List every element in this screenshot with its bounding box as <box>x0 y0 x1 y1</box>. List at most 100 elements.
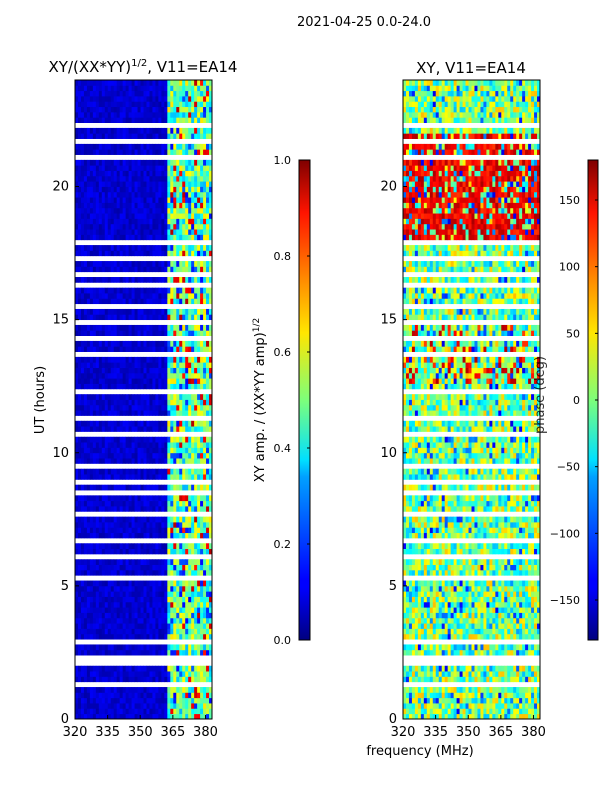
heatmap-cell <box>206 197 210 203</box>
heatmap-cell <box>471 697 475 704</box>
heatmap-cell <box>170 410 174 416</box>
heatmap-cell <box>110 644 115 651</box>
heatmap-cell <box>185 591 189 597</box>
heatmap-cell <box>89 175 94 182</box>
heatmap-cell <box>191 665 195 672</box>
heatmap-cell <box>176 367 180 374</box>
heatmap-cell <box>134 90 138 97</box>
heatmap-cell <box>182 447 186 454</box>
heatmap-cell <box>107 644 112 651</box>
heatmap-cell <box>146 314 150 321</box>
heatmap-cell <box>158 697 162 704</box>
heatmap-cell <box>107 117 112 123</box>
heatmap-cell <box>158 234 162 241</box>
heatmap-cell <box>191 644 195 651</box>
heatmap-cell <box>161 591 165 597</box>
heatmap-cell <box>164 356 168 363</box>
heatmap-cell <box>197 633 201 640</box>
heatmap-cell <box>89 628 94 635</box>
heatmap-cell <box>143 261 147 267</box>
heatmap-cell <box>149 644 153 651</box>
heatmap-cell <box>441 633 446 640</box>
heatmap-cell <box>86 218 91 225</box>
heatmap-cell <box>95 106 100 113</box>
heatmap-cell <box>92 218 97 225</box>
heatmap-cell <box>146 133 150 139</box>
heatmap-cell <box>161 127 165 134</box>
heatmap-cell <box>158 527 162 534</box>
heatmap-cell <box>101 85 106 92</box>
heatmap-cell <box>176 399 180 406</box>
heatmap-cell <box>119 101 124 108</box>
heatmap-cell <box>209 314 212 321</box>
heatmap-cell <box>149 708 153 715</box>
heatmap-cell <box>203 671 207 677</box>
heatmap-cell <box>209 442 212 448</box>
heatmap-cell <box>143 378 147 384</box>
heatmap-cell <box>77 213 82 219</box>
heatmap-cell <box>86 287 91 294</box>
heatmap-cell <box>194 197 198 203</box>
heatmap-cell <box>149 287 153 294</box>
heatmap-cell <box>456 676 460 683</box>
heatmap-cell <box>143 218 147 225</box>
heatmap-cell <box>77 250 82 257</box>
heatmap-cell <box>185 713 189 719</box>
heatmap-cell <box>134 127 138 134</box>
heatmap-cell <box>158 564 162 571</box>
heatmap-cell <box>179 229 183 235</box>
heatmap-cell <box>143 95 147 102</box>
heatmap-cell <box>146 676 150 683</box>
heatmap-cell <box>161 165 165 171</box>
heatmap-cell <box>182 559 186 565</box>
heatmap-cell <box>209 399 212 406</box>
heatmap-cell <box>525 676 529 683</box>
heatmap-cell <box>122 111 127 118</box>
heatmap-cell <box>194 383 198 390</box>
heatmap-cell <box>83 95 88 102</box>
heatmap-cell <box>203 644 207 651</box>
heatmap-cell <box>146 367 150 374</box>
heatmap-cell <box>143 186 147 193</box>
heatmap-cell <box>75 356 79 363</box>
heatmap-cell <box>119 617 124 624</box>
heatmap-cell <box>125 404 130 411</box>
heatmap-cell <box>131 250 135 257</box>
heatmap-cell <box>125 266 130 273</box>
heatmap-cell <box>155 665 159 672</box>
heatmap-cell <box>188 346 192 352</box>
heatmap-cell <box>206 532 210 539</box>
heatmap-cell <box>167 569 171 576</box>
heatmap-cell <box>170 527 174 534</box>
heatmap-cell <box>206 229 210 235</box>
heatmap-cell <box>98 229 103 235</box>
heatmap-cell <box>95 314 100 321</box>
heatmap-cell <box>203 90 207 97</box>
heatmap-cell <box>182 298 186 305</box>
heatmap-cell <box>92 356 97 363</box>
heatmap-cell <box>471 628 475 635</box>
heatmap-cell <box>92 692 97 699</box>
heatmap-cell <box>426 649 431 656</box>
heatmap-cell <box>170 623 174 629</box>
heatmap-cell <box>125 261 130 267</box>
heatmap-cell <box>113 223 118 230</box>
heatmap-cell <box>134 506 138 512</box>
heatmap-cell <box>131 159 135 166</box>
heatmap-cell <box>170 543 174 549</box>
heatmap-cell <box>104 633 109 640</box>
heatmap-cell <box>77 287 82 294</box>
heatmap-cell <box>125 596 130 603</box>
heatmap-cell <box>411 708 416 715</box>
heatmap-cell <box>170 245 174 251</box>
heatmap-cell <box>131 521 135 528</box>
heatmap-cell <box>140 80 144 86</box>
heatmap-cell <box>122 266 127 273</box>
heatmap-cell <box>450 665 455 672</box>
heatmap-cell <box>77 133 82 139</box>
heatmap-cell <box>140 90 144 97</box>
heatmap-cell <box>158 293 162 299</box>
heatmap-cell <box>119 106 124 113</box>
heatmap-cell <box>161 601 165 608</box>
heatmap-cell <box>122 591 127 597</box>
